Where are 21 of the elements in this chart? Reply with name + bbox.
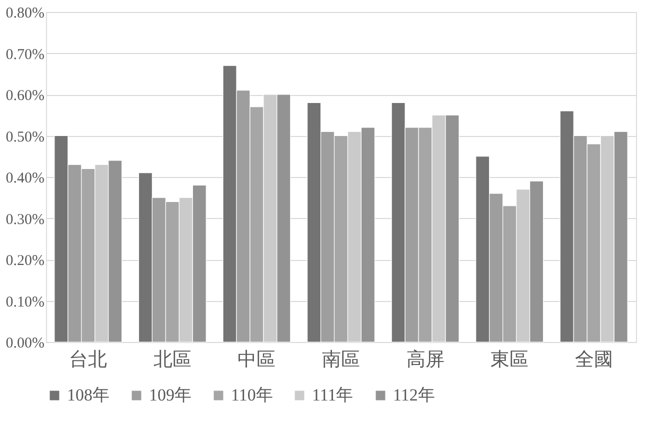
- y-tick-label: 0.60%: [6, 88, 44, 104]
- y-tick-label: 0.50%: [6, 129, 44, 146]
- legend-label: 111年: [312, 386, 354, 405]
- y-tick-label: 0.80%: [6, 6, 44, 22]
- x-tick-label: 高屏: [406, 348, 444, 370]
- legend-label: 112年: [393, 386, 435, 405]
- legend-label: 110年: [231, 386, 273, 405]
- legend-label: 109年: [149, 386, 192, 405]
- x-tick-label: 中區: [238, 350, 276, 370]
- x-tick-label: 東區: [490, 350, 529, 370]
- y-tick-label: 0.20%: [6, 253, 44, 269]
- y-tick-label: 0.70%: [6, 46, 44, 63]
- x-tick-label: 南區: [322, 350, 360, 370]
- y-tick-label: 0.10%: [6, 294, 44, 310]
- legend-label: 108年: [67, 386, 110, 405]
- x-tick-label: 北區: [153, 350, 192, 370]
- x-tick-label: 台北: [69, 350, 108, 370]
- x-tick-label: 全國: [574, 350, 613, 370]
- y-tick-label: 0.30%: [6, 212, 44, 228]
- y-tick-label: 0.40%: [6, 170, 44, 186]
- y-tick-label: 0.00%: [6, 336, 44, 352]
